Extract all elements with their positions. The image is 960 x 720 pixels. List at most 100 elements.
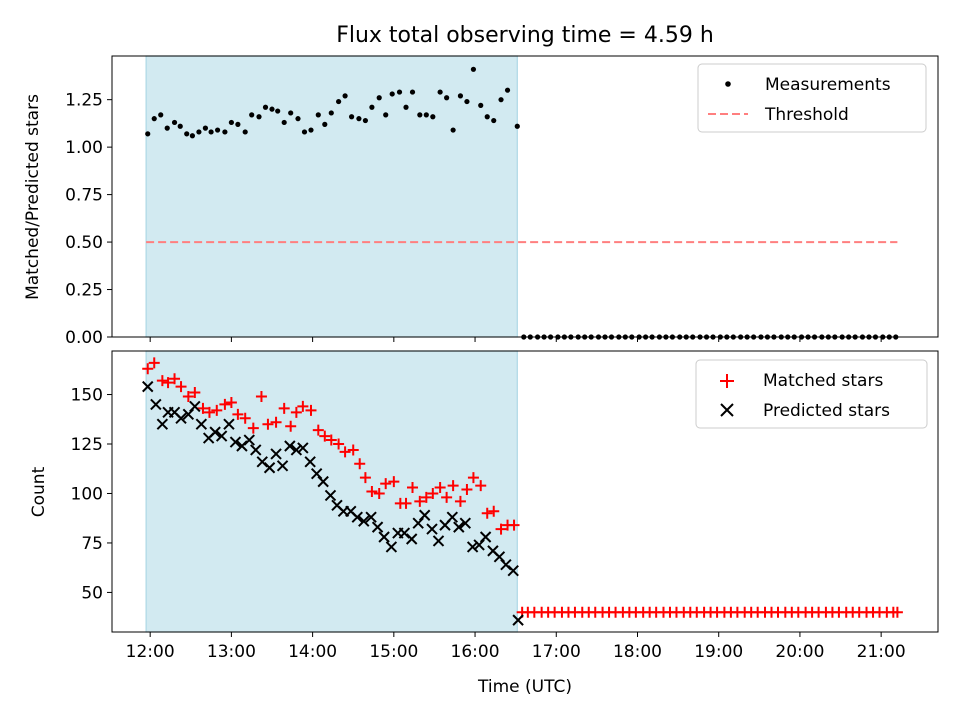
predicted-star-point — [466, 541, 479, 553]
measurement-point — [269, 106, 275, 112]
measurement-point — [196, 129, 202, 135]
count-y-axis-label: Count — [29, 466, 49, 517]
measurement-point — [389, 91, 395, 97]
matched-star-point — [454, 495, 466, 507]
ratio-axes-frame — [111, 55, 939, 338]
measurement-point — [342, 93, 348, 99]
matched-star-point — [262, 418, 274, 430]
predicted-star-point — [229, 436, 242, 448]
matched-star-point — [467, 472, 479, 484]
measurement-point — [328, 110, 334, 116]
predicted-star-point — [507, 564, 519, 577]
matched-star-point — [142, 363, 154, 375]
matched-star-point — [305, 404, 317, 416]
measurement-point — [504, 87, 511, 93]
matched-star-point — [156, 375, 168, 387]
matched-star-point — [285, 420, 297, 432]
legend-marker-measurements — [725, 81, 731, 87]
matched-star-point — [354, 458, 366, 470]
predicted-star-point — [142, 380, 154, 393]
matched-star-point — [414, 495, 426, 507]
predicted-star-point — [195, 418, 208, 430]
x-tick-label: 21:00 — [857, 642, 906, 662]
predicted-star-point — [473, 539, 485, 551]
matched-star-point — [461, 484, 473, 496]
observing-window-shade-bottom — [145, 350, 518, 633]
ratio-panel: 0.00 0.25 0.50 0.75 1.00 1.25 Matched/Predict… — [23, 55, 939, 348]
matched-star-point — [197, 402, 209, 414]
measurement-point — [356, 116, 362, 122]
matched-star-point — [339, 446, 351, 458]
predicted-star-point — [243, 434, 255, 446]
matched-star-point — [400, 497, 412, 509]
matched-star-points — [142, 357, 903, 618]
measurement-point — [208, 129, 214, 135]
measurement-point — [158, 112, 164, 118]
matched-star-point — [380, 478, 392, 490]
matched-star-point — [175, 381, 187, 393]
measurement-point — [145, 131, 151, 137]
predicted-star-point — [493, 551, 506, 563]
matched-star-point — [434, 482, 446, 494]
ratio-y-ticks: 0.00 0.25 0.50 0.75 1.00 1.25 — [65, 91, 112, 348]
measurement-point — [396, 89, 403, 95]
predicted-star-point — [385, 541, 398, 553]
measurement-point — [222, 129, 228, 135]
matched-star-point — [203, 406, 215, 418]
matched-star-point — [427, 487, 439, 499]
measurement-point — [491, 117, 497, 124]
count-y-tick-label: 75 — [81, 534, 103, 554]
measurement-point — [202, 125, 209, 131]
count-y-ticks: 50 75 100 125 150 — [71, 386, 112, 603]
predicted-star-point — [405, 533, 418, 545]
matched-star-point — [162, 377, 174, 389]
matched-star-point — [225, 396, 237, 408]
matched-star-point — [148, 357, 160, 369]
ratio-legend-box — [697, 63, 927, 133]
matched-star-point — [189, 387, 201, 399]
matched-star-point — [407, 482, 419, 494]
measurement-point — [235, 121, 241, 127]
ratio-y-tick-label: 0.50 — [65, 233, 103, 253]
matched-star-point — [347, 444, 359, 456]
ratio-y-tick-label: 0.75 — [65, 186, 103, 206]
matched-star-point — [359, 472, 371, 484]
predicted-star-point — [378, 531, 390, 543]
legend-marker-matched — [720, 374, 734, 388]
x-tick-label: 16:00 — [451, 642, 500, 662]
measurement-point — [348, 114, 355, 120]
x-tick-label: 17:00 — [532, 642, 581, 662]
measurement-point — [376, 95, 382, 101]
ratio-y-tick-label: 0.25 — [65, 281, 103, 301]
measurement-point — [151, 116, 157, 122]
measurement-point — [171, 119, 178, 126]
measurement-point — [409, 89, 416, 95]
predicted-star-point — [304, 456, 316, 468]
predicted-star-point — [317, 475, 329, 488]
measurement-point — [275, 108, 281, 114]
predicted-star-points — [142, 380, 524, 626]
predicted-star-point — [182, 408, 195, 421]
predicted-star-point — [276, 460, 289, 472]
x-tick-label: 14:00 — [288, 642, 337, 662]
predicted-star-point — [324, 489, 337, 502]
matched-star-point — [247, 422, 259, 434]
predicted-star-point — [351, 511, 363, 523]
matched-star-point — [297, 400, 309, 412]
count-axes-frame — [111, 350, 939, 633]
count-legend: Matched stars Predicted stars — [695, 359, 928, 429]
measurement-point — [437, 89, 443, 95]
measurement-point — [457, 93, 464, 99]
measurement-point — [214, 127, 221, 133]
observing-window-shade-top — [145, 55, 518, 338]
measurement-point — [369, 104, 375, 110]
legend-label-measurements: Measurements — [765, 75, 891, 95]
measurement-point — [184, 131, 190, 137]
measurement-point — [308, 127, 314, 133]
ratio-y-tick-label: 1.00 — [65, 138, 103, 158]
predicted-star-point — [175, 412, 187, 424]
measurement-point — [470, 66, 477, 72]
predicted-star-point — [250, 444, 262, 456]
matched-star-point — [495, 523, 507, 535]
x-tick-label: 15:00 — [369, 642, 418, 662]
